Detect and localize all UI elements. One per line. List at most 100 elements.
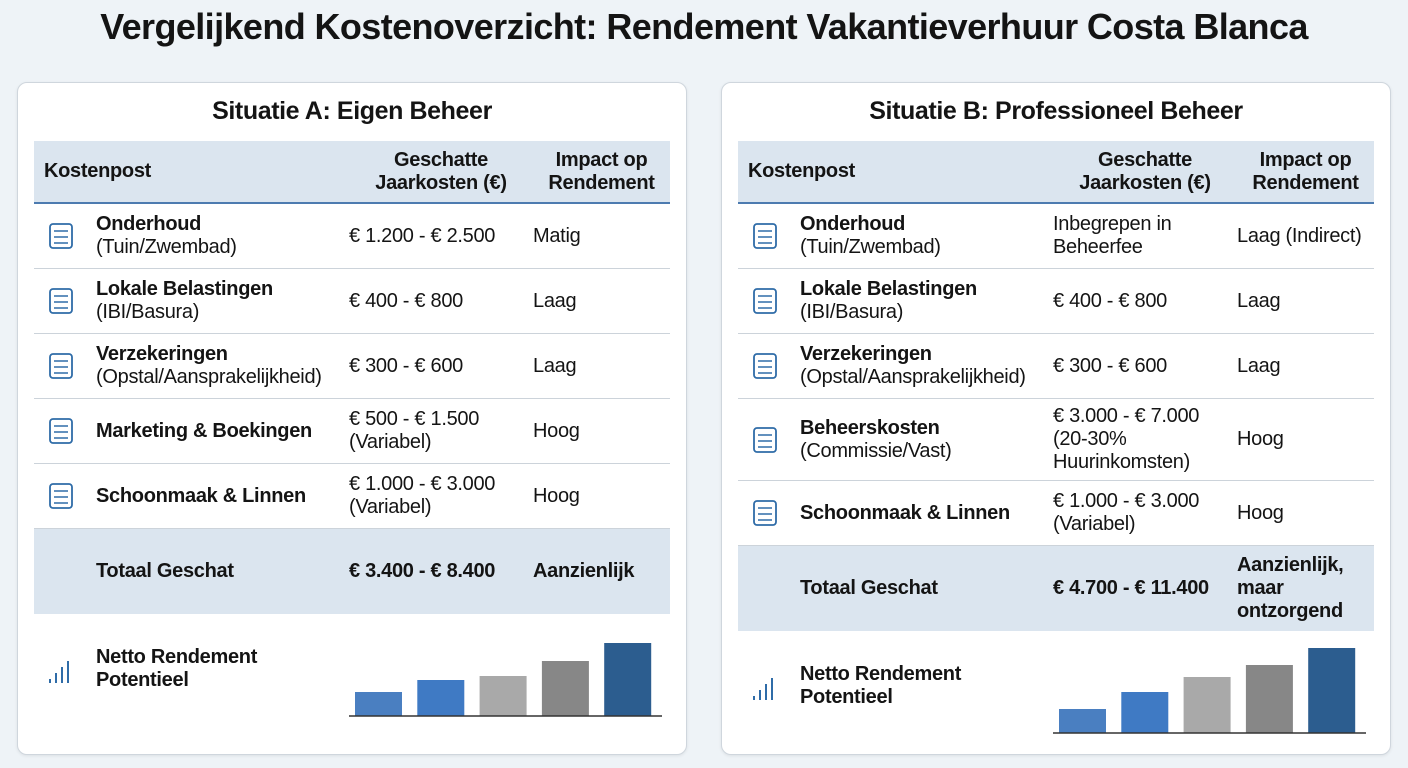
bar bbox=[479, 676, 527, 716]
bar bbox=[541, 661, 589, 716]
item-cost: € 1.000 - € 3.000 (Variabel) bbox=[1053, 490, 1200, 535]
icon-shape bbox=[753, 223, 777, 249]
total-cost: € 4.700 - € 11.400 bbox=[1053, 577, 1209, 599]
item-cost: € 300 - € 600 bbox=[1053, 354, 1167, 377]
item-name: Onderhoud bbox=[800, 213, 906, 235]
item-name: Verzekeringen bbox=[800, 343, 932, 365]
icon-shape bbox=[49, 288, 73, 314]
item-impact: Laag (Indirect) bbox=[1237, 224, 1362, 247]
item-cost: € 3.000 - € 7.000 (20-30% Huurinkomsten) bbox=[1053, 405, 1200, 473]
item-detail: (Tuin/Zwembad) bbox=[800, 236, 941, 258]
cost-item: Verzekeringen (Opstal/Aansprakelijkheid) bbox=[800, 343, 1053, 389]
table-row: Verzekeringen (Opstal/Aansprakelijkheid) €… bbox=[34, 334, 670, 399]
item-name: Schoonmaak & Linnen bbox=[800, 501, 1010, 524]
chart-label: Netto Rendement Potentieel bbox=[800, 662, 962, 708]
header-cell: Geschatte Jaarkosten (€) bbox=[1079, 148, 1211, 194]
cost-item: Schoonmaak & Linnen bbox=[800, 502, 1053, 525]
item-name: Lokale Belastingen bbox=[800, 278, 977, 300]
header-cell: Impact op Rendement bbox=[548, 148, 655, 194]
item-impact: Hoog bbox=[533, 419, 580, 442]
row-icon bbox=[49, 483, 73, 509]
item-impact: Laag bbox=[533, 289, 577, 312]
item-name: Marketing & Boekingen bbox=[96, 419, 312, 442]
item-cost: Inbegrepen in Beheerfee bbox=[1053, 213, 1172, 258]
item-name: Lokale Belastingen bbox=[96, 278, 273, 300]
item-detail: (Opstal/Aansprakelijkheid) bbox=[800, 366, 1026, 388]
item-impact: Hoog bbox=[1237, 501, 1284, 524]
row-icon bbox=[753, 426, 777, 453]
item-impact: Laag bbox=[533, 354, 577, 377]
comparison-panel: Situatie B: Professioneel Beheer Kostenpo… bbox=[721, 82, 1391, 755]
item-impact: Hoog bbox=[1237, 428, 1284, 450]
row-icon bbox=[49, 353, 73, 379]
item-impact: Matig bbox=[533, 224, 581, 247]
item-impact: Laag bbox=[1237, 289, 1281, 312]
bar bbox=[1059, 709, 1106, 733]
icon-shape bbox=[753, 353, 777, 379]
item-impact: Laag bbox=[1237, 354, 1281, 377]
bar bbox=[1121, 692, 1169, 733]
total-impact: Aanzienlijk, maar ontzorgend bbox=[1237, 554, 1344, 622]
item-detail: (Commissie/Vast) bbox=[800, 439, 952, 462]
item-detail: (Opstal/Aansprakelijkheid) bbox=[96, 366, 322, 388]
cost-item: Marketing & Boekingen bbox=[96, 420, 349, 443]
row-icon bbox=[753, 500, 777, 526]
chart-icon bbox=[49, 660, 69, 683]
chart-row: Netto Rendement Potentieel bbox=[34, 614, 670, 723]
table-header: Kostenpost Geschatte Jaarkosten (€) Impact… bbox=[34, 141, 670, 204]
row-icon bbox=[753, 353, 777, 379]
header-cell: Kostenpost bbox=[748, 160, 856, 182]
item-cost: € 1.200 - € 2.500 bbox=[349, 224, 496, 247]
cost-item: Lokale Belastingen (IBI/Basura) bbox=[800, 278, 1053, 324]
icon-shape bbox=[753, 288, 777, 314]
total-row: Totaal Geschat € 3.400 - € 8.400 Aanzienli… bbox=[34, 529, 670, 614]
item-cost: € 300 - € 600 bbox=[349, 354, 463, 377]
item-detail: (IBI/Basura) bbox=[96, 301, 200, 323]
icon-shape bbox=[49, 223, 73, 249]
table-row: Schoonmaak & Linnen € 1.000 - € 3.000 (Va… bbox=[738, 481, 1374, 546]
header-cell: Geschatte Jaarkosten (€) bbox=[375, 148, 507, 194]
icon-shape bbox=[753, 500, 777, 526]
table-row: Lokale Belastingen (IBI/Basura) € 400 - € … bbox=[34, 269, 670, 334]
cost-item: Onderhoud (Tuin/Zwembad) bbox=[96, 213, 349, 259]
cost-item: Lokale Belastingen (IBI/Basura) bbox=[96, 278, 349, 324]
table-row: Onderhoud (Tuin/Zwembad) Inbegrepen in Beh… bbox=[738, 204, 1374, 269]
total-label: Totaal Geschat bbox=[96, 560, 234, 582]
total-impact: Aanzienlijk bbox=[533, 560, 635, 582]
icon-shape bbox=[49, 353, 73, 379]
icon-shape bbox=[49, 418, 73, 444]
bar-chart bbox=[1053, 648, 1366, 734]
table-row: Schoonmaak & Linnen € 1.000 - € 3.000 (Va… bbox=[34, 464, 670, 529]
bar bbox=[355, 692, 402, 716]
row-icon bbox=[49, 223, 73, 249]
icon-shape bbox=[49, 483, 73, 509]
chart-label: Netto Rendement Potentieel bbox=[96, 645, 258, 691]
item-cost: € 400 - € 800 bbox=[1053, 289, 1167, 312]
bar bbox=[1308, 648, 1356, 733]
total-row: Totaal Geschat € 4.700 - € 11.400 Aanzienl… bbox=[738, 546, 1374, 631]
item-cost: € 400 - € 800 bbox=[349, 289, 463, 312]
header-cell: Impact op Rendement bbox=[1252, 148, 1359, 194]
table-header: Kostenpost Geschatte Jaarkosten (€) Impact… bbox=[738, 141, 1374, 204]
bar bbox=[604, 643, 652, 716]
item-detail: (Tuin/Zwembad) bbox=[96, 236, 237, 258]
page-title: Vergelijkend Kostenoverzicht: Rendement … bbox=[100, 6, 1308, 47]
bar-chart bbox=[349, 643, 662, 717]
item-cost: € 1.000 - € 3.000 (Variabel) bbox=[349, 473, 496, 518]
item-name: Verzekeringen bbox=[96, 343, 228, 365]
item-cost: € 500 - € 1.500 (Variabel) bbox=[349, 408, 480, 453]
icon-shape bbox=[753, 426, 777, 453]
item-name: Schoonmaak & Linnen bbox=[96, 484, 306, 507]
panel-title: Situatie A: Eigen Beheer bbox=[212, 97, 492, 125]
row-icon bbox=[49, 418, 73, 444]
row-icon bbox=[753, 288, 777, 314]
header-cell: Kostenpost bbox=[44, 160, 152, 182]
chart-row: Netto Rendement Potentieel bbox=[738, 631, 1374, 740]
row-icon bbox=[49, 288, 73, 314]
table-row: Lokale Belastingen (IBI/Basura) € 400 - € … bbox=[738, 269, 1374, 334]
bar bbox=[1245, 665, 1293, 733]
total-label: Totaal Geschat bbox=[800, 577, 938, 599]
cost-table: Kostenpost Geschatte Jaarkosten (€) Impact… bbox=[738, 141, 1374, 740]
